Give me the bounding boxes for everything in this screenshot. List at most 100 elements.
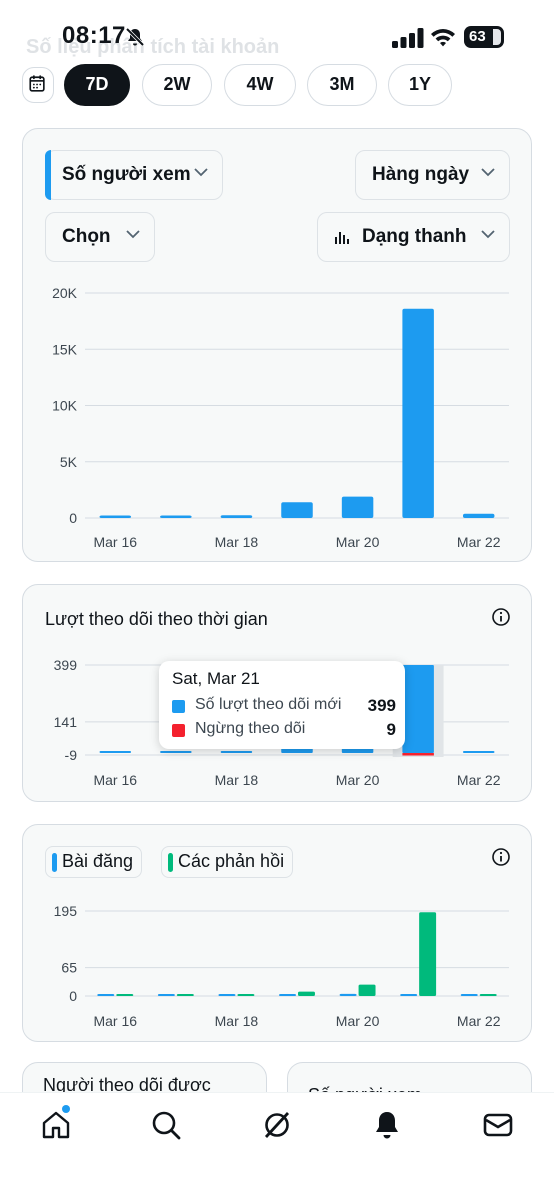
date-range-selector: 7D 2W 4W 3M 1Y <box>22 64 552 106</box>
bar-mar-18[interactable] <box>220 515 253 518</box>
y-tick-label: -9 <box>65 747 78 763</box>
info-icon[interactable] <box>491 607 511 627</box>
legend-swatch <box>172 724 185 737</box>
bar-mar-21[interactable] <box>402 308 434 518</box>
bar-new-follows-mar-22[interactable] <box>462 751 495 754</box>
compare-dropdown-label: Chọn <box>62 226 111 247</box>
period-dropdown[interactable]: Hàng ngày <box>355 150 510 200</box>
period-dropdown-label: Hàng ngày <box>372 164 470 185</box>
status-time: 08:17 <box>62 22 126 49</box>
x-tick-label: Mar 18 <box>215 1013 259 1029</box>
posts-chart-card: Bài đăng Các phản hồi 0 65 195 Mar 16 Mar 18… <box>22 824 532 1042</box>
bar-posts-mar-22[interactable] <box>460 994 478 996</box>
bar-mar-22[interactable] <box>462 513 495 518</box>
chevron-down-icon <box>481 230 495 239</box>
chart-tooltip: Sat, Mar 21 Số lượt theo dõi mới 399 Ngừ… <box>159 661 405 749</box>
y-tick-label: 5K <box>60 454 78 470</box>
y-tick-label: 15K <box>52 341 78 357</box>
calendar-icon <box>29 75 45 92</box>
metric-dropdown[interactable]: Số người xem <box>45 150 223 200</box>
bar-chart-icon <box>335 232 349 244</box>
tooltip-row-unfollows: Ngừng theo dõi 9 <box>172 719 396 741</box>
legend-posts[interactable]: Bài đăng <box>45 846 143 878</box>
tooltip-value: 9 <box>386 720 396 739</box>
page-title: Số liệu phân tích tài khoản <box>26 36 280 58</box>
bar-posts-mar-19[interactable] <box>279 994 296 996</box>
home-icon[interactable] <box>40 1109 72 1141</box>
bar-new-follows-mar-21[interactable] <box>402 665 434 754</box>
battery-indicator: 63 <box>464 26 504 48</box>
bar-posts-mar-18[interactable] <box>218 994 236 996</box>
bar-replies-mar-21[interactable] <box>419 912 437 996</box>
y-tick-label: 0 <box>69 510 77 526</box>
bar-posts-mar-17[interactable] <box>157 994 175 996</box>
range-chip-2w[interactable]: 2W <box>142 64 212 106</box>
tooltip-label: Số lượt theo dõi mới <box>195 696 342 713</box>
compare-dropdown[interactable]: Chọn <box>45 212 155 262</box>
metric-dropdown-label: Số người xem <box>62 164 191 185</box>
mini-card-title: Người theo dõi được <box>43 1075 211 1095</box>
bar-replies-mar-22[interactable] <box>479 994 497 996</box>
tooltip-row-new-follows: Số lượt theo dõi mới 399 <box>172 695 396 717</box>
x-tick-label: Mar 18 <box>215 534 259 550</box>
x-tick-label: Mar 22 <box>457 1013 501 1029</box>
metric-accent <box>45 150 51 200</box>
bar-replies-mar-18[interactable] <box>237 994 255 996</box>
bar-posts-mar-21[interactable] <box>400 994 418 996</box>
bar-replies-mar-20[interactable] <box>358 984 376 996</box>
legend-swatch <box>172 700 185 713</box>
legend-swatch <box>52 853 57 872</box>
x-tick-label: Mar 16 <box>93 772 137 788</box>
x-tick-label: Mar 16 <box>93 534 137 550</box>
search-icon[interactable] <box>150 1109 182 1141</box>
bar-replies-mar-16[interactable] <box>116 994 134 996</box>
home-notification-dot <box>62 1105 70 1113</box>
y-tick-label: 195 <box>54 903 78 919</box>
y-tick-label: 65 <box>61 960 77 976</box>
x-tick-label: Mar 20 <box>336 534 380 550</box>
legend-posts-label: Bài đăng <box>62 851 134 871</box>
notifications-icon[interactable] <box>371 1109 403 1141</box>
range-chip-3m[interactable]: 3M <box>307 64 377 106</box>
bar-mar-19[interactable] <box>281 502 313 518</box>
y-tick-label: 20K <box>52 285 78 301</box>
bar-mar-17[interactable] <box>160 515 192 519</box>
range-chip-1y[interactable]: 1Y <box>388 64 452 106</box>
follows-chart-card: Lượt theo dõi theo thời gian -9 141 399 Mar… <box>22 584 532 802</box>
bar-mar-16[interactable] <box>99 515 132 519</box>
status-bar: Số liệu phân tích tài khoản 08:17 63 <box>0 0 554 76</box>
tooltip-label: Ngừng theo dõi <box>195 720 306 737</box>
tooltip-date: Sat, Mar 21 <box>172 669 260 688</box>
bar-replies-mar-19[interactable] <box>298 991 315 996</box>
grok-icon[interactable] <box>261 1109 293 1141</box>
views-chart-card: Số người xem Hàng ngày Chọn Dạng thanh 0… <box>22 128 532 562</box>
range-chip-7d[interactable]: 7D <box>64 64 130 106</box>
bar-new-follows-mar-17[interactable] <box>160 751 192 754</box>
bar-replies-mar-17[interactable] <box>176 994 194 996</box>
x-tick-label: Mar 20 <box>336 1013 380 1029</box>
info-icon[interactable] <box>491 847 511 867</box>
legend-replies[interactable]: Các phản hồi <box>161 846 294 878</box>
bar-mar-20[interactable] <box>341 496 374 518</box>
messages-icon[interactable] <box>482 1109 514 1141</box>
bar-posts-mar-16[interactable] <box>97 994 115 996</box>
x-tick-label: Mar 16 <box>93 1013 137 1029</box>
legend-replies-label: Các phản hồi <box>178 851 285 871</box>
range-chip-4w[interactable]: 4W <box>224 64 296 106</box>
bar-new-follows-mar-18[interactable] <box>220 751 253 754</box>
wifi-icon <box>431 29 455 47</box>
bar-new-follows-mar-16[interactable] <box>99 751 132 754</box>
chevron-down-icon <box>481 168 495 177</box>
x-tick-label: Mar 20 <box>336 772 380 788</box>
bar-unfollows-mar-21[interactable] <box>402 753 434 756</box>
calendar-button[interactable] <box>22 67 54 103</box>
y-tick-label: 141 <box>54 714 78 730</box>
chart-type-dropdown[interactable]: Dạng thanh <box>317 212 510 262</box>
x-tick-label: Mar 22 <box>457 534 501 550</box>
x-tick-label: Mar 22 <box>457 772 501 788</box>
chevron-down-icon <box>194 168 208 177</box>
y-tick-label: 10K <box>52 398 78 414</box>
chart-svg: 0 5K 10K 15K 20K Mar 16 Mar 18 Mar 20 Mar 22 <box>52 285 509 550</box>
bar-posts-mar-20[interactable] <box>339 993 357 996</box>
bell-muted-icon <box>125 27 145 47</box>
